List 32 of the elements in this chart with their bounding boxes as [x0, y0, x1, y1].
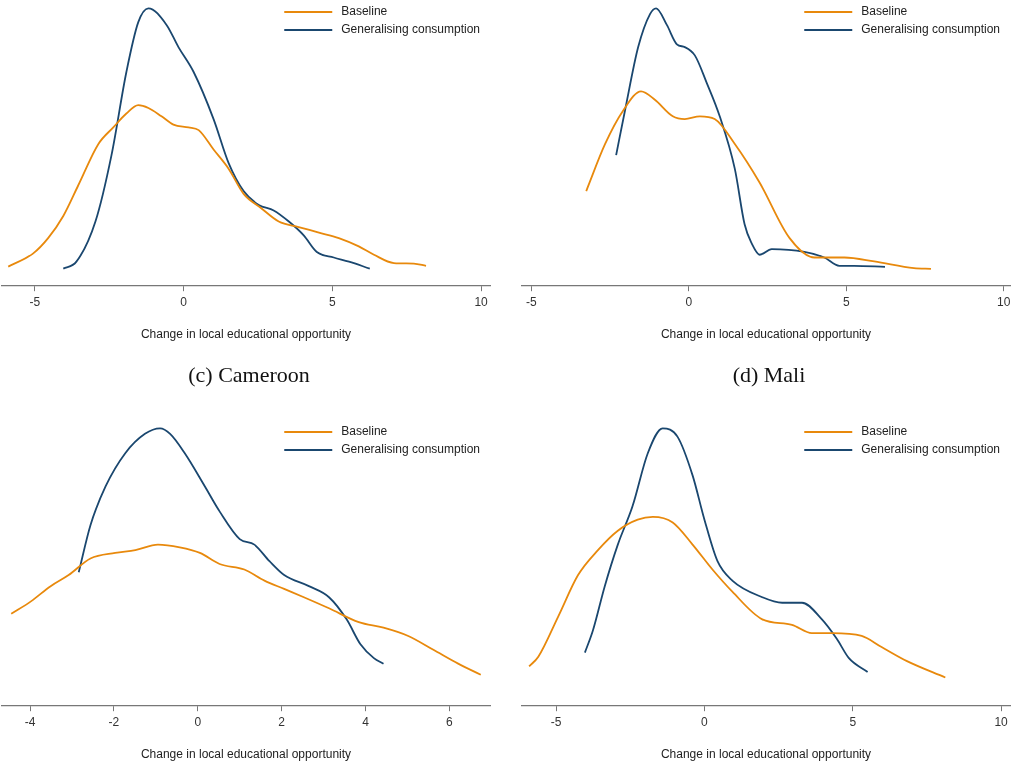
- x-tick-label: 4: [362, 714, 370, 729]
- x-tick-label: 0: [194, 714, 202, 729]
- x-tick-label: 0: [685, 294, 693, 309]
- legend-label: Baseline: [341, 4, 388, 19]
- legend-label: Generalising consumption: [341, 22, 481, 37]
- x-tick-label: 5: [842, 294, 850, 309]
- text: (d) Mali: [731, 362, 807, 388]
- x-tick-label: 0: [180, 294, 188, 309]
- legend-label: Baseline: [861, 4, 908, 19]
- legend-label: Generalising consumption: [861, 22, 1001, 37]
- x-tick-label: 10: [474, 294, 489, 309]
- x-tick-label: 10: [994, 714, 1009, 729]
- x-tick-label: -5: [29, 294, 41, 309]
- x-tick-label: -5: [526, 294, 538, 309]
- legend-label: Baseline: [341, 424, 388, 439]
- x-axis-title: Change in local educational opportunity: [140, 327, 352, 342]
- x-tick-label: 5: [328, 294, 336, 309]
- x-tick-label: 10: [997, 294, 1011, 309]
- x-tick-label: 2: [278, 714, 286, 729]
- x-tick-label: -2: [108, 714, 120, 729]
- x-tick-label: -5: [550, 714, 562, 729]
- x-axis-title: Change in local educational opportunity: [140, 747, 352, 762]
- x-tick-label: 5: [849, 714, 857, 729]
- x-tick-label: 0: [701, 714, 709, 729]
- x-tick-label: -4: [24, 714, 36, 729]
- legend-label: Generalising consumption: [861, 442, 1001, 457]
- x-axis-title: Change in local educational opportunity: [660, 327, 872, 342]
- text: (c) Cameroon: [187, 362, 311, 388]
- x-axis-title: Change in local educational opportunity: [660, 747, 872, 762]
- legend-label: Baseline: [861, 424, 908, 439]
- legend-label: Generalising consumption: [341, 442, 481, 457]
- x-tick-label: 6: [445, 714, 453, 729]
